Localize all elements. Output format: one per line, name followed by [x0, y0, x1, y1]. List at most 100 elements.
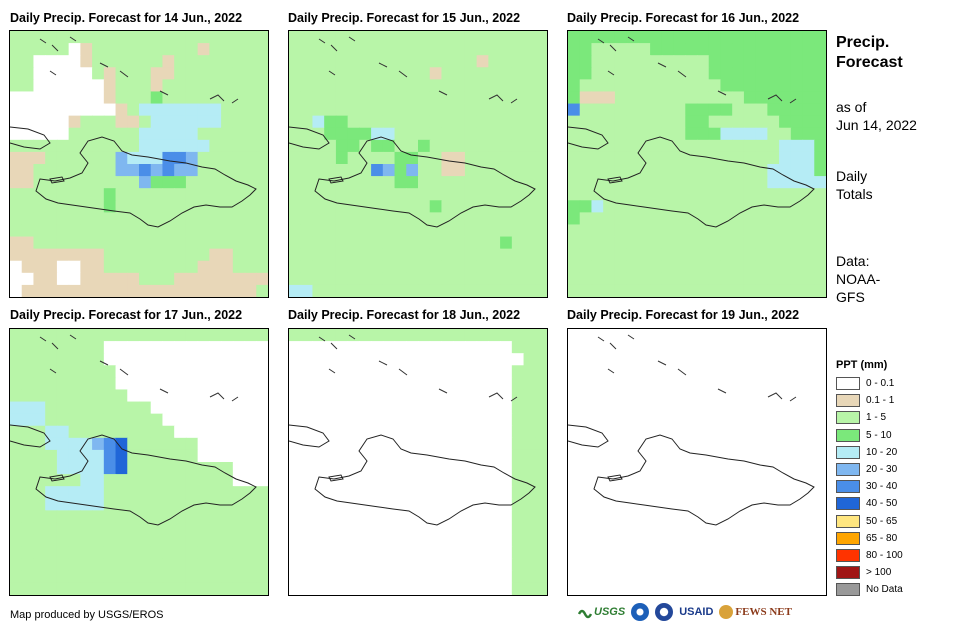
precip-cell	[500, 413, 513, 427]
precip-cell	[324, 91, 337, 105]
precip-cell	[56, 425, 70, 439]
precip-cell	[591, 55, 604, 68]
hispaniola-outline	[593, 434, 815, 526]
precip-cell	[289, 353, 302, 366]
precip-cell	[732, 127, 745, 141]
sidebar-daily: Daily Totals	[836, 167, 873, 203]
precip-cell	[661, 103, 675, 117]
precip-cell	[185, 389, 199, 403]
precip-cell	[174, 486, 187, 499]
precip-cell	[697, 91, 710, 105]
precip-cell	[45, 570, 58, 584]
precip-cell	[174, 437, 187, 451]
precip-cell	[720, 437, 733, 451]
precip-cell	[814, 582, 826, 595]
precip-cell	[626, 377, 639, 391]
precip-cell	[523, 151, 536, 165]
precip-cell	[185, 212, 199, 226]
precip-cell	[568, 176, 581, 189]
precip-cell	[10, 425, 23, 439]
precip-cell	[312, 55, 325, 68]
precip-cell	[382, 103, 396, 117]
precip-cell	[638, 486, 651, 499]
precip-cell	[743, 164, 757, 177]
precip-cell	[814, 200, 826, 213]
precip-cell	[720, 248, 733, 262]
precip-cell	[256, 510, 268, 524]
precip-cell	[418, 474, 431, 487]
precip-cell	[359, 341, 372, 354]
precip-cell	[603, 534, 616, 548]
precip-cell	[115, 449, 128, 463]
precip-cell	[139, 164, 152, 177]
precip-cell	[814, 546, 826, 560]
precip-cell	[755, 582, 768, 595]
precip-cell	[802, 546, 815, 560]
precip-cell	[33, 462, 46, 475]
precip-cell	[523, 115, 536, 129]
precip-cell	[150, 498, 164, 511]
precip-cell	[382, 91, 396, 105]
precip-cell	[743, 582, 757, 595]
precip-cell	[115, 164, 128, 177]
precip-cell	[476, 546, 489, 560]
precip-cell	[359, 151, 372, 165]
precip-cell	[382, 389, 396, 403]
precip-cell	[232, 43, 246, 56]
precip-cell	[418, 260, 431, 274]
precip-cell	[685, 413, 698, 427]
precip-cell	[673, 79, 686, 93]
precip-cell	[453, 79, 466, 93]
precip-cell	[614, 236, 628, 250]
precip-cell	[511, 570, 525, 584]
precip-cell	[56, 558, 70, 572]
usgs-logo: USGS	[578, 605, 625, 619]
precip-cell	[324, 248, 337, 262]
precip-cell	[185, 401, 199, 415]
precip-cell	[162, 377, 175, 391]
precip-cell	[650, 570, 663, 584]
precip-cell	[720, 31, 733, 44]
precip-cell	[626, 236, 639, 250]
precip-cell	[464, 365, 478, 378]
precip-cell	[406, 260, 419, 274]
precip-cell	[802, 272, 815, 286]
precip-cell	[45, 353, 58, 366]
precip-cell	[150, 437, 164, 451]
precip-cell	[743, 139, 757, 153]
precip-cell	[197, 55, 210, 68]
precip-cell	[80, 510, 93, 524]
precip-cell	[650, 498, 663, 511]
precip-cell	[464, 546, 478, 560]
precip-cell	[661, 188, 675, 201]
precip-cell	[56, 164, 70, 177]
precip-cell	[488, 91, 501, 105]
precip-cell	[790, 401, 804, 415]
precip-cell	[221, 139, 234, 153]
precip-cell	[638, 401, 651, 415]
precip-cell	[312, 462, 325, 475]
precip-cell	[68, 127, 81, 141]
precip-cell	[500, 176, 513, 189]
precip-cell	[232, 498, 246, 511]
precip-cell	[673, 284, 686, 297]
precip-cell	[162, 139, 175, 153]
precip-cell	[56, 67, 70, 80]
precip-cell	[406, 353, 419, 366]
precip-cell	[300, 55, 314, 68]
precip-cell	[174, 534, 187, 548]
precip-cell	[174, 79, 187, 93]
precip-cell	[324, 224, 337, 238]
precip-cell	[614, 284, 628, 297]
precip-cell	[790, 558, 804, 572]
precip-cell	[10, 31, 23, 44]
precip-cell	[68, 151, 81, 165]
precip-cell	[429, 437, 443, 451]
precip-cell	[80, 353, 93, 366]
precip-cell	[720, 353, 733, 366]
precip-cell	[523, 449, 536, 463]
precip-cell	[661, 341, 675, 354]
precip-cell	[289, 212, 302, 226]
precip-cell	[197, 79, 210, 93]
precip-cell	[394, 486, 407, 499]
